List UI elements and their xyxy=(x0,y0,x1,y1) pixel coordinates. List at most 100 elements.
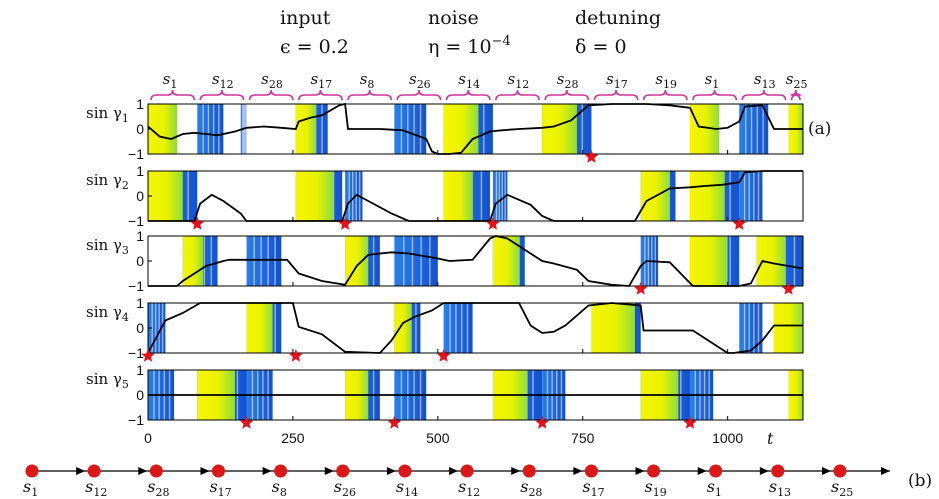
band-streak-2-7-1 xyxy=(743,171,746,221)
header: input ϵ = 0.2 noise η = 10−4 detuning δ … xyxy=(280,7,661,58)
panel-3: −1 0 1 sin γ3 xyxy=(86,228,804,294)
series-line-1 xyxy=(147,102,803,155)
segment-brace-12 xyxy=(741,89,787,101)
band-streak-3-1-2 xyxy=(260,236,262,286)
panel-1: −1 0 1 sin γ1 xyxy=(86,96,804,162)
band-streak-2-4-1 xyxy=(495,171,498,221)
segment-brace-2 xyxy=(248,89,294,101)
band-blue-4-3 xyxy=(443,303,473,353)
sequence-node-2 xyxy=(149,464,163,478)
band-streak-3-3-3 xyxy=(420,236,422,286)
panel-5: −1 0 1 sin γ5 xyxy=(86,362,804,428)
x-tick-label-4: 1000 xyxy=(712,430,743,446)
segment-brace-7 xyxy=(495,89,540,101)
segment-brace-8 xyxy=(544,89,590,101)
sequence-arrow-5 xyxy=(386,467,396,475)
header-input-param: ϵ = 0.2 xyxy=(280,36,349,58)
marker-star-11 xyxy=(387,416,401,429)
band-streak-2-1-4 xyxy=(332,171,335,221)
band-streak-4-3-3 xyxy=(461,303,463,353)
sequence-label-1: s12 xyxy=(85,477,107,499)
band-yellow-3-4 xyxy=(756,236,786,286)
sequence-arrow-4 xyxy=(324,467,334,475)
band-streak-1-8-2 xyxy=(750,104,753,154)
y-tick-label-4-2: 1 xyxy=(136,295,144,311)
segment-brace-0 xyxy=(150,89,196,101)
segment-label-4: s8 xyxy=(360,70,375,91)
segment-brace-13 xyxy=(790,89,801,101)
band-yellow-4-2 xyxy=(591,303,635,353)
panel-2: −1 0 1 sin γ2 xyxy=(86,163,804,229)
band-streak-3-1-1 xyxy=(253,236,255,286)
x-tick-label-3: 750 xyxy=(571,430,595,446)
y-label-4: sin γ4 xyxy=(86,303,129,324)
segment-brace-10 xyxy=(642,89,688,101)
panel-label-a: (a) xyxy=(808,119,831,139)
sequence-arrow-6 xyxy=(449,467,459,475)
band-streak-4-0-4 xyxy=(161,303,164,353)
band-blue-1-4 xyxy=(394,104,427,154)
band-yellow-3-2 xyxy=(492,236,519,286)
band-streak-3-1-3 xyxy=(267,236,269,286)
header-detuning-param: δ = 0 xyxy=(575,36,627,58)
band-streak-3-7-4 xyxy=(793,236,796,286)
header-detuning-title: detuning xyxy=(575,7,661,29)
band-streak-4-3-1 xyxy=(449,303,451,353)
segment-label-3: s17 xyxy=(310,70,332,91)
band-streak-4-2-4 xyxy=(415,303,417,353)
band-yellow-2-0 xyxy=(148,171,183,221)
marker-star-3 xyxy=(486,217,500,230)
segment-brace-3 xyxy=(298,89,343,101)
band-streak-4-5-4 xyxy=(757,303,760,353)
segment-brace-4 xyxy=(347,89,393,101)
sequence-label-12: s13 xyxy=(769,477,791,499)
y-tick-label-5-2: 1 xyxy=(136,362,144,378)
y-tick-label-1-2: 1 xyxy=(136,96,144,112)
header-noise-param-base: η = 10 xyxy=(428,36,492,58)
x-axis-label: t xyxy=(767,429,774,448)
y-label-3: sin γ3 xyxy=(86,236,129,257)
sequence-arrow-1 xyxy=(138,467,148,475)
segment-label-2: s28 xyxy=(261,70,283,91)
segment-label-10: s19 xyxy=(655,70,677,91)
band-streak-4-0-2 xyxy=(154,303,157,353)
sequence-label-6: s14 xyxy=(396,477,418,499)
sequence-node-7 xyxy=(460,464,474,478)
x-tick-label-0: 0 xyxy=(144,430,152,446)
band-streak-3-6-4 xyxy=(729,236,731,286)
band-streak-2-7-4 xyxy=(757,171,760,221)
band-streak-1-8-1 xyxy=(745,104,747,154)
series-line-2 xyxy=(148,170,803,222)
sequence-label-11: s1 xyxy=(707,477,722,499)
y-tick-label-2-1: 0 xyxy=(136,188,144,204)
marker-star-13 xyxy=(683,416,697,429)
band-streak-2-4-3 xyxy=(501,171,503,221)
band-blue-3-1 xyxy=(246,236,282,286)
band-yellow-4-3 xyxy=(774,303,803,353)
band-streak-1-1-1 xyxy=(202,104,204,154)
sequence-node-11 xyxy=(709,464,723,478)
segment-label-13: s25 xyxy=(786,70,808,91)
panels: −1 0 1 sin γ1 −1 0 1 sin γ2 −1 0 1 sin γ3 −1 0 1 sin γ4… xyxy=(86,96,804,429)
marker-star-6 xyxy=(781,282,796,295)
y-label-1: sin γ1 xyxy=(86,104,129,125)
band-blue-3-3 xyxy=(394,236,438,286)
sequence-node-1 xyxy=(87,464,101,478)
sequence-node-6 xyxy=(398,464,412,478)
sequence-arrow-10 xyxy=(697,467,707,475)
band-streak-1-5-4 xyxy=(483,104,485,154)
sequence-arrow-3 xyxy=(262,467,272,475)
segment-brace-11 xyxy=(692,89,738,101)
band-streak-4-0-3 xyxy=(158,303,160,353)
band-streak-1-4-3 xyxy=(413,104,415,154)
band-streak-4-5-1 xyxy=(743,303,746,353)
x-tick-label-1: 250 xyxy=(281,430,305,446)
band-streak-2-4-2 xyxy=(498,171,501,221)
header-input-title: input xyxy=(280,7,331,29)
marker-star-0 xyxy=(584,150,599,163)
y-tick-label-5-1: 0 xyxy=(136,387,144,403)
sequence-label-3: s17 xyxy=(209,477,231,499)
band-yellow-1-3 xyxy=(542,104,577,154)
panel-background-4 xyxy=(148,303,803,353)
band-streak-1-6-4 xyxy=(581,104,583,154)
